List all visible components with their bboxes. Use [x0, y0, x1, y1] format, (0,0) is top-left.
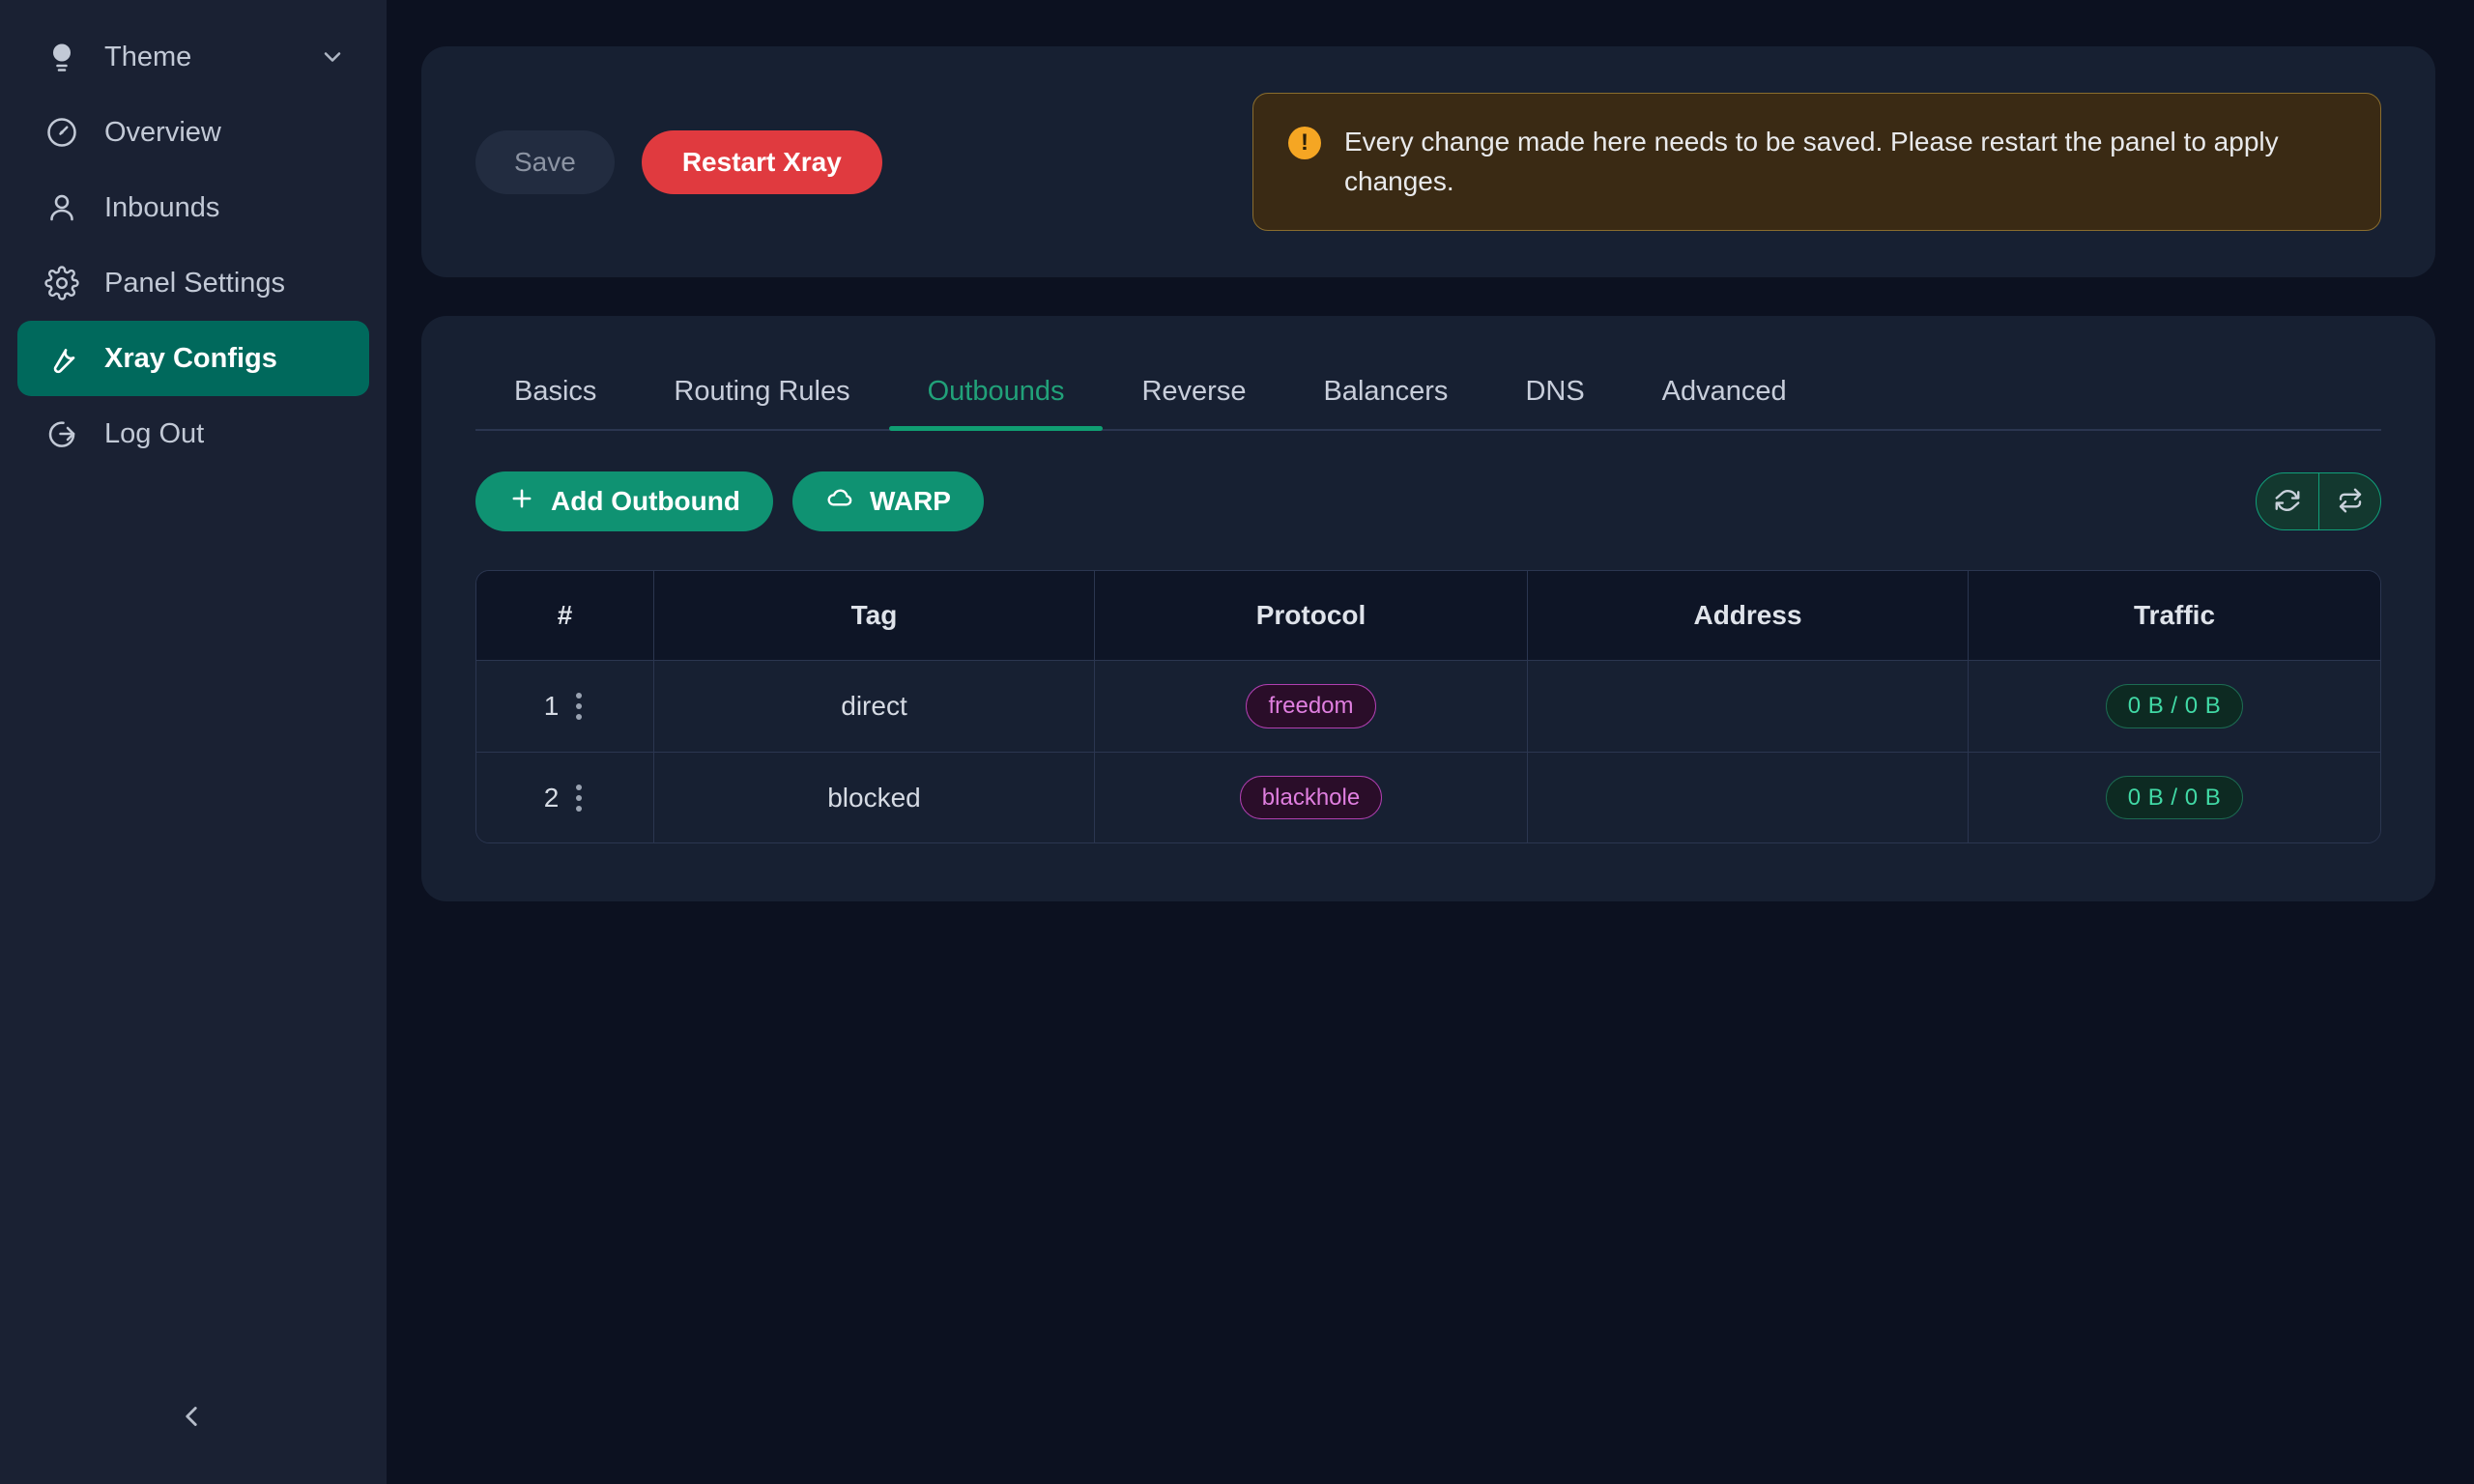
alert-message: Every change made here needs to be saved… [1344, 127, 2279, 196]
outbounds-table: # Tag Protocol Address Traffic 1 [475, 570, 2381, 844]
sidebar-item-label: Overview [104, 116, 221, 148]
save-button[interactable]: Save [475, 129, 615, 194]
action-bar-card: Save Restart Xray ! Every change made he… [421, 46, 2435, 278]
gauge-icon [41, 111, 83, 154]
sidebar-collapse-button[interactable] [166, 1393, 216, 1443]
row-number: 2 [543, 782, 560, 813]
sidebar-item-label: Panel Settings [104, 267, 286, 299]
warp-label: WARP [869, 486, 951, 517]
column-header-traffic: Traffic [1969, 571, 2380, 662]
traffic-badge: 0 B / 0 B [2105, 775, 2244, 820]
chevron-left-icon [175, 1400, 208, 1438]
row-traffic-cell: 0 B / 0 B [1969, 752, 2380, 843]
tab-reverse[interactable]: Reverse [1141, 376, 1247, 408]
sidebar-item-label: Theme [104, 41, 192, 72]
chevron-down-icon[interactable] [319, 43, 346, 71]
tab-advanced[interactable]: Advanced [1661, 376, 1787, 408]
tab-routing-rules[interactable]: Routing Rules [674, 376, 850, 408]
restart-xray-button[interactable]: Restart Xray [641, 129, 882, 194]
logout-icon [41, 413, 83, 455]
refresh-icon [2273, 486, 2302, 518]
table-row[interactable]: 1 direct freedom 0 B / 0 B [476, 661, 2380, 753]
table-body: 1 direct freedom 0 B / 0 B [476, 661, 2380, 843]
table-actions-group [2256, 472, 2381, 531]
gear-icon [41, 262, 83, 304]
row-tag-cell: blocked [654, 752, 1095, 843]
tab-balancers[interactable]: Balancers [1323, 376, 1449, 408]
row-menu-icon[interactable] [572, 689, 586, 724]
table-header-row: # Tag Protocol Address Traffic [476, 571, 2380, 662]
repeat-icon [2336, 486, 2365, 518]
warp-button[interactable]: WARP [791, 471, 984, 532]
xray-config-card: Basics Routing Rules Outbounds Reverse B… [421, 316, 2435, 902]
tab-outbounds[interactable]: Outbounds [888, 358, 1104, 432]
config-tabs: Basics Routing Rules Outbounds Reverse B… [475, 358, 2381, 432]
add-outbound-button[interactable]: Add Outbound [475, 471, 773, 532]
user-icon [41, 186, 83, 229]
row-index-cell: 2 [476, 752, 654, 843]
table-head: # Tag Protocol Address Traffic [476, 571, 2380, 662]
sidebar-item-label: Log Out [104, 417, 205, 449]
protocol-badge: blackhole [1239, 775, 1383, 820]
exclamation-circle-icon: ! [1288, 127, 1321, 159]
sidebar-item-theme[interactable]: Theme [17, 19, 369, 95]
row-traffic-cell: 0 B / 0 B [1969, 661, 2380, 753]
sidebar-item-log-out[interactable]: Log Out [17, 396, 369, 471]
column-header-protocol: Protocol [1095, 571, 1528, 662]
traffic-badge: 0 B / 0 B [2105, 684, 2244, 728]
outbounds-toolbar: Add Outbound WARP [475, 471, 2381, 532]
warning-alert: ! Every change made here needs to be sav… [1252, 93, 2381, 232]
row-number: 1 [543, 690, 560, 721]
sidebar-item-panel-settings[interactable]: Panel Settings [17, 245, 369, 321]
refresh-button[interactable] [2257, 473, 2318, 529]
column-header-address: Address [1528, 571, 1969, 662]
sidebar-item-label: Inbounds [104, 191, 220, 223]
row-address-cell [1528, 661, 1969, 753]
row-index-cell: 1 [476, 661, 654, 753]
column-header-tag: Tag [654, 571, 1095, 662]
lightbulb-icon [41, 36, 83, 78]
row-protocol-cell: freedom [1095, 661, 1528, 753]
sidebar-item-overview[interactable]: Overview [17, 95, 369, 170]
auto-refresh-toggle-button[interactable] [2318, 473, 2380, 530]
table-row[interactable]: 2 blocked blackhole 0 B / 0 B [476, 752, 2380, 843]
row-tag-cell: direct [654, 661, 1095, 753]
column-header-index: # [476, 571, 654, 662]
row-address-cell [1528, 752, 1969, 843]
cloud-icon [825, 484, 854, 520]
tab-dns[interactable]: DNS [1525, 376, 1585, 408]
add-outbound-label: Add Outbound [551, 486, 740, 517]
sidebar: Theme Overview [0, 0, 387, 1484]
row-protocol-cell: blackhole [1095, 752, 1528, 843]
tab-basics[interactable]: Basics [514, 376, 597, 408]
plus-icon [508, 485, 535, 519]
row-menu-icon[interactable] [572, 781, 586, 815]
sidebar-item-inbounds[interactable]: Inbounds [17, 170, 369, 245]
sidebar-item-label: Xray Configs [104, 342, 277, 374]
wrench-icon [41, 337, 83, 380]
main-content: Save Restart Xray ! Every change made he… [387, 0, 2474, 1484]
sidebar-item-xray-configs[interactable]: Xray Configs [17, 321, 369, 396]
protocol-badge: freedom [1246, 684, 1376, 728]
